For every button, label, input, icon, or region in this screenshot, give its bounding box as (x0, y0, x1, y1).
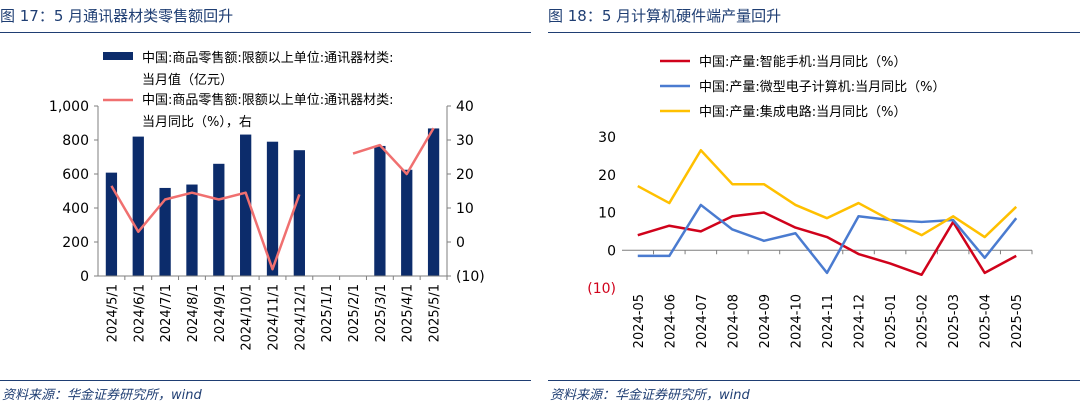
retail-value-bar (293, 150, 305, 276)
retail-value-bar (213, 163, 225, 276)
legend-label-line-line1: 中国:商品零售额:限额以上单位:通讯器材类: (142, 92, 394, 108)
right-chart-svg: (10) 0 10 20 30 2024-05 2024-06 2024-07 2024-08 2… (587, 55, 1033, 348)
right-chart-title: 图 18：5 月计算机硬件端产量回升 (548, 7, 782, 25)
x-tick-label: 2025/4/1 (401, 284, 416, 342)
left-source-divider (0, 380, 531, 381)
retail-value-bar (159, 187, 171, 276)
right-y-tick-label: 40 (456, 99, 474, 115)
series-line-3 (637, 148, 1018, 239)
left-chart-panel: 图 17：5 月通讯器材类零售额回升 0 200 400 600 800 1,000 (10… (0, 0, 531, 408)
x-tick-label: 2024-06 (663, 294, 678, 348)
left-chart-source: 资料来源：华金证券研究所，wind (2, 388, 202, 403)
x-tick-label: 2025/2/1 (347, 284, 362, 342)
y-tick-label: 30 (598, 130, 616, 146)
left-y-tick-label: 800 (62, 133, 89, 149)
left-y-tick-label: 1,000 (49, 99, 89, 115)
x-tick-label: 2024/9/1 (213, 284, 228, 342)
legend-label-bar-line1: 中国:商品零售额:限额以上单位:通讯器材类: (142, 50, 394, 66)
x-tick-label: 2024/11/1 (267, 284, 282, 351)
left-title-divider (0, 32, 531, 33)
x-tick-label: 2024/12/1 (293, 284, 308, 351)
x-tick-label: 2025-03 (947, 294, 962, 348)
x-tick-label: 2024-11 (821, 294, 836, 348)
x-tick-label: 2025-05 (1010, 294, 1025, 348)
y-tick-label: 10 (598, 206, 616, 222)
legend-label-line-line2: 当月同比（%），右 (142, 115, 252, 130)
x-tick-label: 2025-04 (979, 294, 994, 348)
right-chart-panel: 图 18：5 月计算机硬件端产量回升 (10) 0 10 20 30 2024-05 202… (548, 0, 1080, 408)
x-tick-label: 2024/8/1 (186, 284, 201, 342)
retail-value-bar (427, 128, 440, 276)
right-y-tick-label: 30 (456, 133, 474, 149)
y-tick-label: 20 (598, 168, 616, 184)
right-chart-source: 资料来源：华金证券研究所，wind (550, 388, 750, 403)
x-tick-label: 2024/7/1 (159, 284, 174, 342)
right-y-tick-label: 0 (456, 235, 465, 251)
left-y-tick-label: 600 (62, 167, 89, 183)
left-chart-svg: 0 200 400 600 800 1,000 (10) 0 10 20 30 40 2024/5/1 2… (49, 50, 485, 351)
x-tick-label: 2025-01 (884, 294, 899, 348)
x-tick-label: 2024/5/1 (105, 284, 120, 342)
retail-value-bar (240, 134, 252, 276)
retail-yoy-line (352, 127, 435, 176)
x-tick-label: 2024/10/1 (240, 284, 255, 351)
retail-value-bar (266, 141, 279, 276)
legend-swatch-bar (103, 52, 133, 60)
series-line-2 (637, 203, 1018, 275)
x-tick-label: 2025-02 (916, 294, 931, 348)
retail-value-bar (132, 136, 144, 276)
legend-label-bar-line2: 当月值（亿元） (142, 72, 233, 88)
x-tick-label: 2025/5/1 (428, 284, 443, 342)
retail-value-bar (105, 172, 118, 276)
x-tick-label: 2025/3/1 (374, 284, 389, 342)
right-title-divider (548, 32, 1080, 33)
retail-yoy-line (110, 185, 301, 271)
x-tick-label: 2025/1/1 (320, 284, 335, 342)
right-y-tick-label: 20 (456, 167, 474, 183)
y-tick-label: 0 (607, 243, 616, 259)
right-y-tick-label: 10 (456, 201, 474, 217)
x-tick-label: 2024-10 (789, 294, 804, 348)
x-tick-label: 2024/6/1 (132, 284, 147, 342)
x-tick-label: 2024-12 (853, 294, 868, 348)
right-source-divider (548, 380, 1080, 381)
left-chart-title: 图 17：5 月通讯器材类零售额回升 (0, 7, 234, 25)
right-y-tick-label: (10) (456, 269, 485, 285)
left-y-tick-label: 200 (62, 235, 89, 251)
left-y-tick-label: 0 (80, 269, 89, 285)
x-tick-label: 2024-09 (758, 294, 773, 348)
x-tick-label: 2024-05 (632, 294, 647, 348)
x-tick-label: 2024-07 (695, 294, 710, 348)
retail-value-bar (374, 145, 386, 276)
y-tick-label: (10) (587, 281, 616, 297)
retail-value-bar (401, 169, 413, 276)
legend-label-1: 中国:产量:智能手机:当月同比（%） (699, 55, 907, 70)
retail-value-bar (186, 184, 198, 276)
left-y-tick-label: 400 (62, 201, 89, 217)
legend-label-3: 中国:产量:集成电路:当月同比（%） (699, 104, 907, 120)
legend-label-2: 中国:产量:微型电子计算机:当月同比（%） (699, 80, 946, 95)
x-tick-label: 2024-08 (726, 294, 741, 348)
